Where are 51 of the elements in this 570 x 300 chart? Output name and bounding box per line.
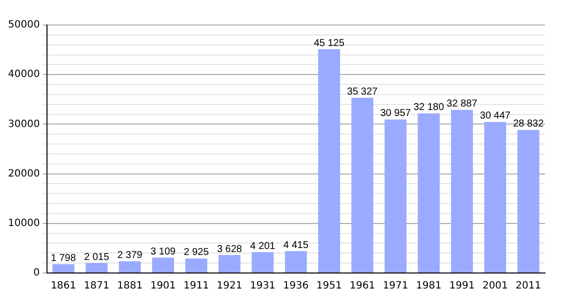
x-tick-label: 1951	[316, 280, 342, 292]
data-label: 3 109	[150, 246, 176, 258]
x-tick-label: 1961	[350, 280, 376, 292]
data-label: 3 628	[216, 244, 242, 255]
data-label: 4 415	[283, 240, 309, 251]
bar	[484, 122, 506, 272]
x-tick-label: 1931	[250, 280, 276, 292]
bar	[384, 119, 407, 272]
bar	[351, 98, 374, 272]
bar	[218, 255, 240, 272]
y-tick-label: 20000	[8, 168, 40, 180]
x-tick-label: 1981	[416, 280, 442, 292]
data-label: 35 327	[347, 86, 378, 98]
x-tick-label: 1971	[382, 280, 408, 292]
x-tick-label: 2001	[482, 280, 508, 292]
y-tick-label: 30000	[8, 118, 40, 130]
bar	[284, 251, 307, 272]
y-tick-label: 40000	[8, 69, 40, 80]
data-label: 2 925	[184, 247, 210, 258]
x-tick-label: 1881	[117, 280, 143, 292]
x-tick-label: 1921	[216, 280, 242, 292]
x-tick-label: 1901	[150, 280, 176, 292]
bar	[252, 252, 274, 272]
x-tick-label: 1861	[50, 280, 76, 292]
bar	[152, 258, 174, 272]
bar	[318, 49, 340, 272]
data-label: 28 832	[513, 118, 544, 130]
bar	[517, 130, 540, 272]
y-tick-label: 50000	[8, 20, 40, 31]
data-label: 4 201	[250, 240, 276, 252]
data-label: 30 447	[480, 110, 511, 122]
x-tick-label: 1991	[449, 280, 475, 292]
data-label: 2 379	[117, 250, 143, 261]
bar	[185, 258, 208, 272]
bar	[418, 113, 440, 272]
x-tick-label: 1911	[184, 280, 209, 292]
bar	[118, 261, 141, 272]
data-label: 45 125	[314, 38, 345, 49]
y-tick-label: 0	[33, 268, 40, 279]
x-tick-label: 2011	[516, 280, 542, 292]
data-label: 32 180	[413, 102, 444, 114]
data-label: 2 015	[84, 252, 110, 263]
data-label: 30 957	[380, 108, 412, 120]
x-tick-label: 1871	[84, 280, 110, 292]
x-tick-label: 1936	[283, 280, 309, 292]
y-tick-label: 10000	[8, 218, 40, 229]
data-label: 1 798	[50, 252, 76, 264]
bar	[451, 110, 473, 272]
data-label: 32 887	[446, 98, 478, 110]
bar	[52, 264, 74, 272]
bar	[86, 263, 108, 272]
